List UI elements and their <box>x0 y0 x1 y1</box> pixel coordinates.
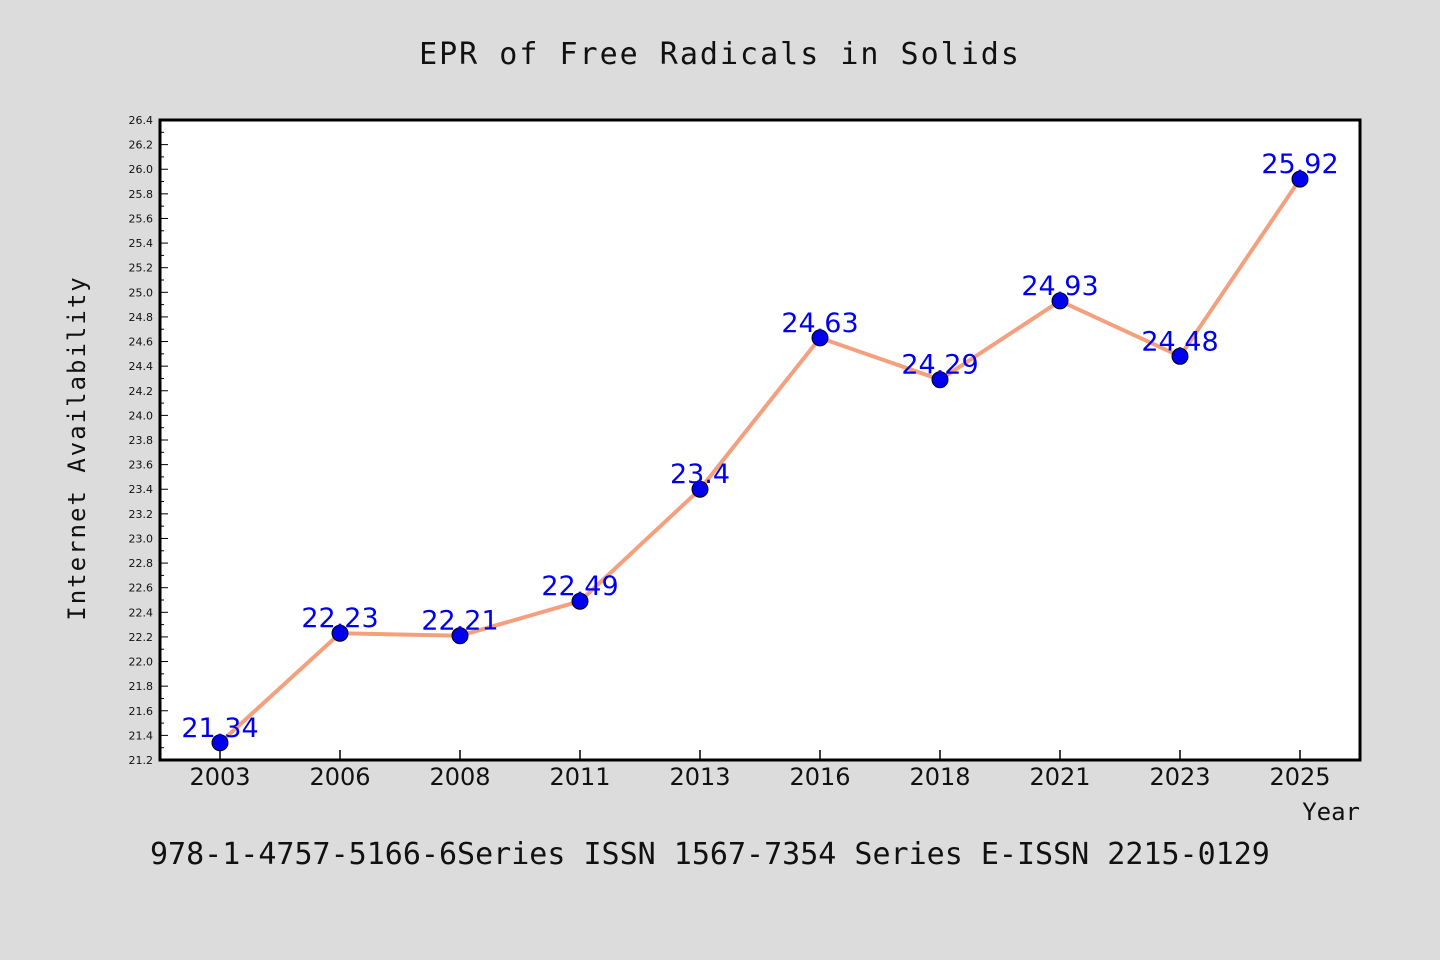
data-point <box>1291 170 1309 188</box>
y-tick-label: 21.8 <box>129 680 154 693</box>
y-tick-label: 23.6 <box>129 459 154 472</box>
y-tick-label: 21.4 <box>129 729 154 742</box>
data-label: 24.63 <box>781 308 858 339</box>
x-tick-label: 2021 <box>1029 763 1090 791</box>
y-tick-label: 24.6 <box>129 336 154 349</box>
y-tick-label: 24.8 <box>129 311 154 324</box>
data-point <box>691 480 709 498</box>
data-label: 21.34 <box>181 713 258 744</box>
y-tick-label: 23.4 <box>129 483 154 496</box>
data-point <box>1171 347 1189 365</box>
y-tick-label: 22.8 <box>129 557 154 570</box>
x-tick-label: 2016 <box>789 763 850 791</box>
plot-area <box>158 118 1362 762</box>
y-tick-label: 25.6 <box>129 212 154 225</box>
y-axis: 21.2 21.4 21.6 21.8 22.0 22.2 22.4 22.6 22.8 23.0… <box>129 114 168 767</box>
data-point <box>931 371 949 389</box>
y-tick-label: 25.0 <box>129 286 154 299</box>
x-tick-label: 2011 <box>549 763 610 791</box>
y-tick-label: 25.8 <box>129 188 154 201</box>
footer-text: 978-1-4757-5166-6Series ISSN 1567-7354 S… <box>150 837 1270 872</box>
y-tick-label: 23.0 <box>129 532 154 545</box>
data-point <box>811 329 829 347</box>
data-label: 22.49 <box>541 571 618 602</box>
y-tick-label: 24.0 <box>129 409 154 422</box>
data-point <box>571 592 589 610</box>
x-tick-label: 2003 <box>189 763 250 791</box>
x-tick-label: 2025 <box>1269 763 1330 791</box>
data-label: 25.92 <box>1261 149 1338 180</box>
y-tick-label: 25.2 <box>129 262 154 275</box>
y-tick-label: 26.2 <box>129 139 154 152</box>
x-tick-label: 2018 <box>909 763 970 791</box>
x-tick-label: 2013 <box>669 763 730 791</box>
y-tick-label: 23.2 <box>129 508 154 521</box>
data-point <box>451 627 469 645</box>
y-tick-label: 22.6 <box>129 582 154 595</box>
y-tick-label: 25.4 <box>129 237 154 250</box>
y-axis-label: Internet Availability <box>63 275 91 620</box>
data-label: 24.48 <box>1141 326 1218 357</box>
chart-title: EPR of Free Radicals in Solids <box>419 37 1021 72</box>
series-line <box>218 177 1302 745</box>
y-tick-label: 24.2 <box>129 385 154 398</box>
x-tick-label: 2006 <box>309 763 370 791</box>
y-tick-label: 23.8 <box>129 434 154 447</box>
data-label: 24.93 <box>1021 271 1098 302</box>
x-tick-label: 2023 <box>1149 763 1210 791</box>
x-axis: 2003 2006 2008 2011 2013 2016 2018 2021 2023 2025 <box>189 750 1331 791</box>
y-tick-label: 21.2 <box>129 754 154 767</box>
data-point <box>1051 292 1069 310</box>
data-label: 22.21 <box>421 606 498 637</box>
y-tick-label: 22.0 <box>129 656 154 669</box>
y-tick-label: 22.2 <box>129 631 154 644</box>
data-label: 24.29 <box>901 350 978 381</box>
y-tick-label: 24.4 <box>129 360 154 373</box>
data-point <box>331 624 349 642</box>
data-label: 23.4 <box>670 459 730 490</box>
y-tick-label: 22.4 <box>129 606 154 619</box>
series-line-group: 21.34 22.23 22.21 22.49 23.4 24.63 24.29 24.93 2… <box>181 149 1339 752</box>
y-tick-label: 26.4 <box>129 114 154 127</box>
x-tick-label: 2008 <box>429 763 490 791</box>
data-point <box>211 734 229 752</box>
y-tick-label: 26.0 <box>129 163 154 176</box>
data-label: 22.23 <box>301 603 378 634</box>
x-axis-label: Year <box>1302 798 1360 826</box>
y-tick-label: 21.6 <box>129 705 154 718</box>
